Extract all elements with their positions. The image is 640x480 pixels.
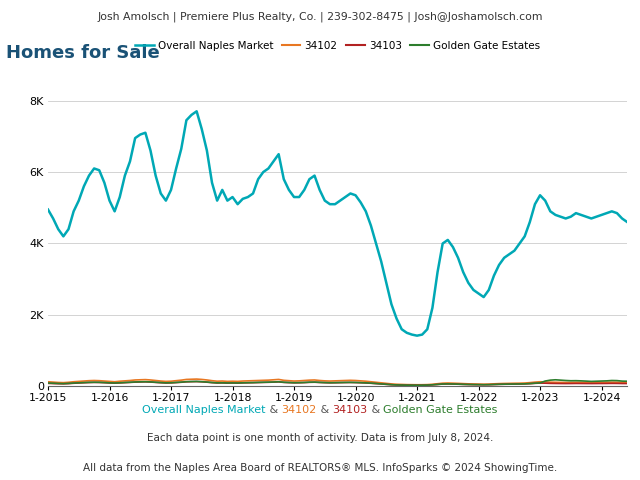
Text: &: &	[266, 405, 282, 415]
Text: 34102: 34102	[282, 405, 317, 415]
Text: &: &	[317, 405, 333, 415]
Text: &: &	[367, 405, 383, 415]
Text: Each data point is one month of activity. Data is from July 8, 2024.: Each data point is one month of activity…	[147, 433, 493, 443]
Text: Josh Amolsch | Premiere Plus Realty, Co. | 239-302-8475 | Josh@Joshamolsch.com: Josh Amolsch | Premiere Plus Realty, Co.…	[97, 11, 543, 22]
Legend: Overall Naples Market, 34102, 34103, Golden Gate Estates: Overall Naples Market, 34102, 34103, Gol…	[131, 36, 545, 55]
Text: All data from the Naples Area Board of REALTORS® MLS. InfoSparks © 2024 ShowingT: All data from the Naples Area Board of R…	[83, 463, 557, 473]
Text: Overall Naples Market: Overall Naples Market	[142, 405, 266, 415]
Text: 34103: 34103	[333, 405, 367, 415]
Text: Homes for Sale: Homes for Sale	[6, 44, 160, 61]
Text: Golden Gate Estates: Golden Gate Estates	[383, 405, 498, 415]
